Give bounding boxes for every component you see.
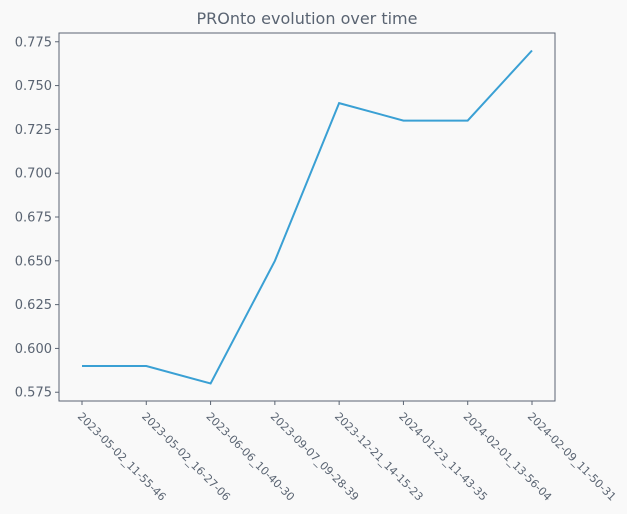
y-tick-label: 0.675 — [15, 211, 52, 226]
y-tick-label: 0.775 — [15, 35, 52, 50]
y-axis: 0.575 0.600 0.625 0.650 0.675 0.700 0.725 0.750… — [15, 35, 59, 401]
y-tick-label: 0.750 — [15, 79, 52, 94]
plot-frame — [58, 32, 556, 402]
y-tick-label: 0.725 — [15, 123, 52, 138]
chart-title: PROnto evolution over time — [197, 9, 418, 28]
plot-area: 0.575 0.600 0.625 0.650 0.675 0.700 0.725 0.750… — [15, 32, 618, 504]
y-tick-label: 0.650 — [15, 254, 52, 269]
x-axis: 2023-05-02_11-55-462023-05-02_16-27-0620… — [75, 401, 618, 504]
y-tick-label: 0.700 — [15, 167, 52, 182]
series-line — [82, 49, 533, 385]
y-tick-label: 0.600 — [15, 342, 52, 357]
y-tick-label: 0.575 — [15, 386, 52, 401]
y-tick-label: 0.625 — [15, 298, 52, 313]
